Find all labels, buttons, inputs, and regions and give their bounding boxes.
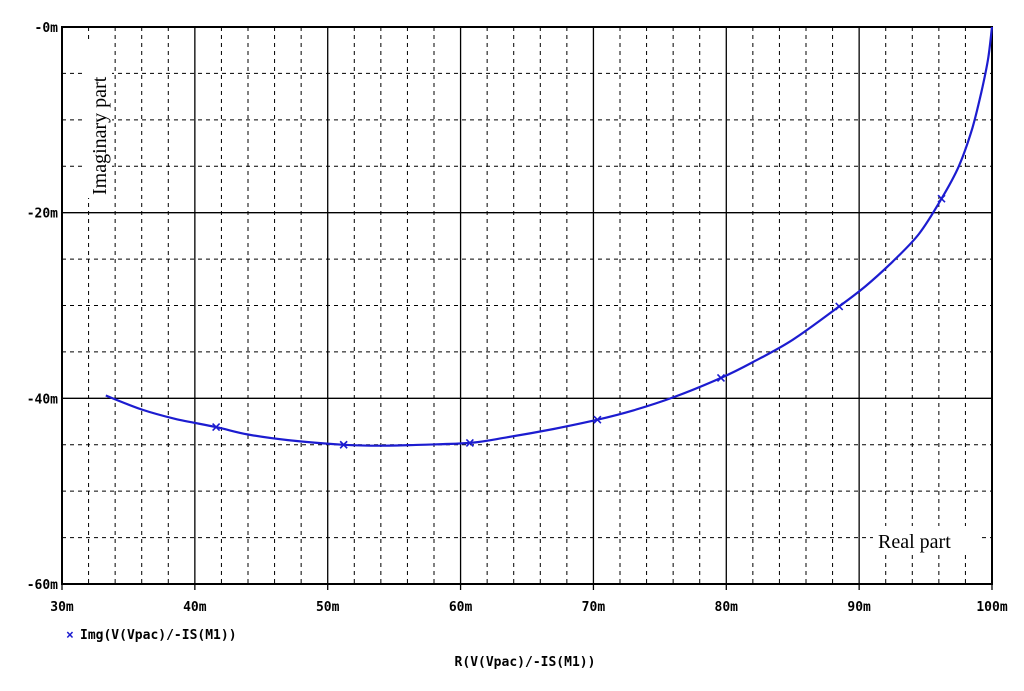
series-layer [105,26,994,449]
x-tick-label: 90m [847,600,871,615]
series-line [105,26,994,447]
data-point-marker [593,415,602,424]
x-tick-label: 40m [183,600,207,615]
x-tick-label: 60m [449,600,473,615]
x-tick-label: 70m [582,600,606,615]
legend-marker-icon: × [66,628,74,643]
x-tick-label: 80m [715,600,739,615]
real-part-label: Real part [878,531,951,553]
imaginary-label-background [86,40,112,198]
minor-grid [62,27,992,584]
plot-area-frame [61,26,993,585]
x-axis-ticks: 30m 40m 50m 60m 70m 80m 90m 100m [50,584,1008,615]
y-tick-label: -0m [35,21,59,36]
data-point-marker [339,440,348,449]
y-axis-ticks: -0m -20m -40m -60m [27,21,58,593]
x-axis-title: R(V(Vpac)/-IS(M1)) [455,655,596,670]
data-point-marker [465,438,474,447]
data-point-marker [716,373,726,382]
data-point-marker [937,194,946,203]
x-tick-label: 50m [316,600,340,615]
data-point-marker [835,302,844,311]
y-tick-label: -20m [27,207,58,222]
y-tick-label: -40m [27,392,58,407]
legend-series-label: Img(V(Vpac)/-IS(M1)) [80,628,237,643]
imaginary-part-label: Imaginary part [89,76,111,195]
x-tick-label: 30m [50,600,74,615]
data-point-marker [212,423,221,432]
y-tick-label: -60m [27,578,58,593]
real-label-background [873,526,981,554]
x-tick-label: 100m [976,600,1007,615]
